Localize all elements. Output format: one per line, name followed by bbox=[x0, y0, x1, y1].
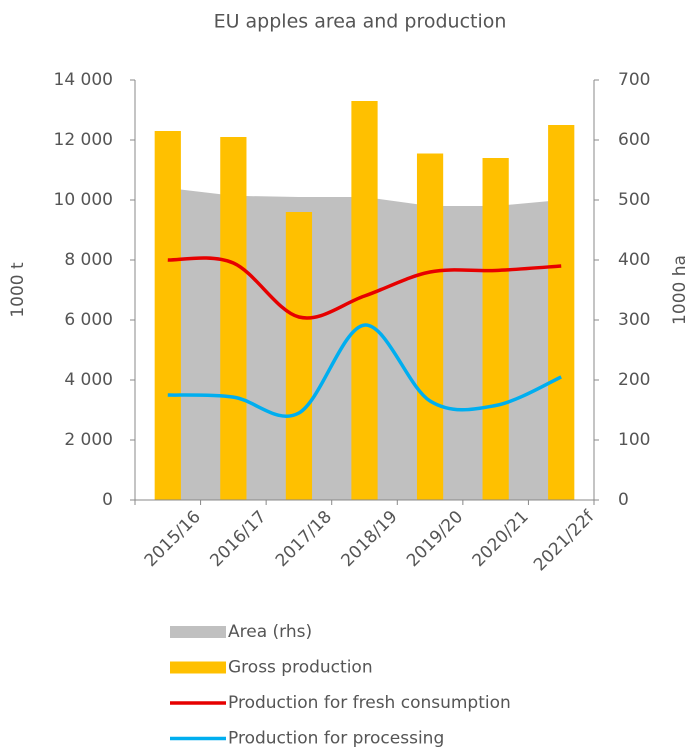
x-tick-label: 2020/21 bbox=[469, 507, 533, 571]
bar bbox=[482, 158, 509, 500]
y-tick-label: 2 000 bbox=[64, 430, 113, 450]
bar bbox=[285, 212, 313, 500]
y-tick-label: 8 000 bbox=[64, 250, 113, 270]
y-tick-label: 0 bbox=[102, 490, 113, 510]
bar bbox=[220, 137, 247, 500]
legend-label: Area (rhs) bbox=[228, 622, 312, 642]
y2-axis-label: 1000 ha bbox=[670, 255, 690, 325]
y2-tick-label: 500 bbox=[618, 190, 650, 210]
y2-tick-label: 200 bbox=[618, 370, 650, 390]
bar bbox=[154, 131, 181, 500]
legend-label: Production for processing bbox=[228, 729, 444, 749]
bar bbox=[416, 153, 444, 500]
x-tick-label: 2016/17 bbox=[206, 507, 270, 571]
y2-tick-label: 100 bbox=[618, 430, 650, 450]
y-tick-label: 10 000 bbox=[54, 190, 113, 210]
x-tick-label: 2019/20 bbox=[403, 507, 467, 571]
line bbox=[167, 323, 562, 418]
x-tick-label: 2021/22f bbox=[530, 506, 599, 575]
y-tick-label: 14 000 bbox=[54, 70, 113, 90]
y2-tick-label: 700 bbox=[618, 70, 650, 90]
bar bbox=[548, 125, 575, 500]
y2-tick-label: 600 bbox=[618, 130, 650, 150]
x-tick-label: 2015/16 bbox=[141, 507, 205, 571]
x-tick-label: 2017/18 bbox=[272, 507, 336, 571]
y2-tick-label: 0 bbox=[618, 490, 629, 510]
y-tick-label: 4 000 bbox=[64, 370, 113, 390]
chart-title: EU apples area and production bbox=[214, 11, 507, 33]
y2-tick-label: 300 bbox=[618, 310, 650, 330]
legend-label: Gross production bbox=[228, 658, 373, 678]
legend-swatch bbox=[170, 626, 226, 638]
x-tick-label: 2018/19 bbox=[337, 507, 401, 571]
y-axis-label: 1000 t bbox=[8, 262, 28, 318]
y-tick-label: 6 000 bbox=[64, 310, 113, 330]
legend-swatch bbox=[170, 661, 226, 674]
legend-label: Production for fresh consumption bbox=[228, 693, 511, 713]
line bbox=[167, 256, 562, 320]
y-tick-label: 12 000 bbox=[54, 130, 113, 150]
y2-tick-label: 400 bbox=[618, 250, 650, 270]
